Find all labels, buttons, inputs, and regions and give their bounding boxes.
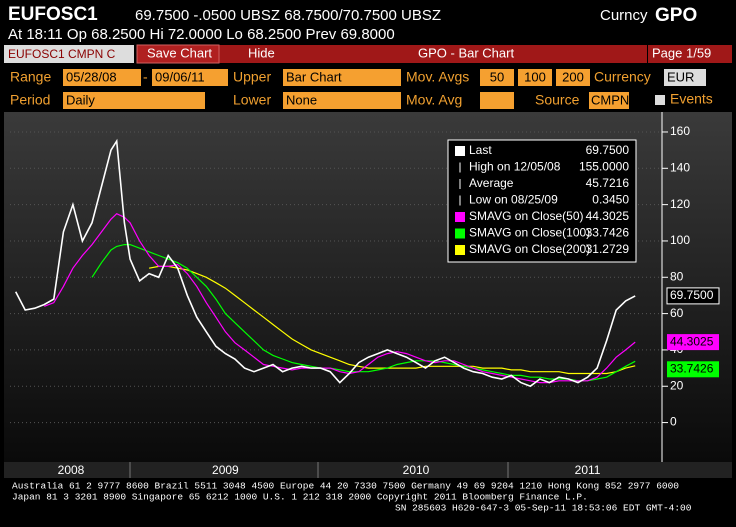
value-tag-text: 69.7500 xyxy=(670,288,714,302)
footer: SN 285603 H620-647-3 05-Sep-11 18:53:06 … xyxy=(395,503,692,514)
label: Range xyxy=(10,69,51,85)
field[interactable] xyxy=(152,69,228,86)
y-tick-label: 20 xyxy=(670,378,684,392)
field-text[interactable]: None xyxy=(286,92,317,107)
label: Lower xyxy=(233,92,271,108)
footer: Japan 81 3 3201 8900 Singapore 65 6212 1… xyxy=(12,492,588,503)
quote-line: At 18:11 Op 68.2500 Hi 72.0000 Lo 68.250… xyxy=(8,26,395,43)
y-tick-label: 160 xyxy=(670,124,690,138)
value-tag-text: 33.7426 xyxy=(670,361,714,375)
series-line xyxy=(14,138,636,388)
legend-swatch xyxy=(455,212,465,222)
y-tick-label: 120 xyxy=(670,197,690,211)
save-text[interactable]: Save Chart xyxy=(147,45,212,60)
field-text[interactable]: 05/28/08 xyxy=(66,69,117,84)
x-tick-label: 2010 xyxy=(403,463,430,477)
field[interactable] xyxy=(63,69,141,86)
field[interactable] xyxy=(480,69,514,86)
dropdown[interactable] xyxy=(283,92,401,109)
label: Upper xyxy=(233,69,271,85)
value-tag xyxy=(666,287,720,305)
legend-label: High on 12/05/08 xyxy=(469,160,561,174)
legend-label: SMAVG on Close(50) xyxy=(469,209,584,223)
y-tick-label: 0 xyxy=(670,415,677,429)
market: Curncy xyxy=(600,7,648,24)
field-text[interactable]: Bar Chart xyxy=(286,69,342,84)
y-tick-label: 100 xyxy=(670,233,690,247)
field[interactable] xyxy=(518,69,552,86)
page-box xyxy=(648,45,732,63)
field-text[interactable]: 50 xyxy=(490,69,504,84)
label: - xyxy=(143,69,148,85)
x-tick-label: 2011 xyxy=(575,463,601,477)
legend-label: Low on 08/25/09 xyxy=(469,193,558,207)
legend-label: SMAVG on Close(200) xyxy=(469,242,590,256)
label[interactable]: Events xyxy=(670,91,713,107)
legend-swatch xyxy=(455,228,465,239)
field-text[interactable]: 200 xyxy=(562,69,584,84)
security-box xyxy=(4,45,134,63)
controls: Range 05/28/08 - 09/06/11 Upper Bar Char… xyxy=(10,69,713,109)
x-axis-band xyxy=(4,462,732,478)
checkbox[interactable] xyxy=(655,95,665,105)
legend-label: Last xyxy=(469,143,492,157)
label: Mov. Avgs xyxy=(406,69,469,85)
field-text[interactable]: EUR xyxy=(667,69,694,84)
y-tick-label: 140 xyxy=(670,160,690,174)
value-tag-text: 44.3025 xyxy=(670,334,714,348)
hide-button[interactable]: Hide xyxy=(248,45,275,60)
field-text[interactable]: Daily xyxy=(66,92,95,107)
legend-box xyxy=(447,139,637,263)
page: Page 1/59 xyxy=(652,45,711,60)
x-tick-label: 2008 xyxy=(58,463,85,477)
label: Currency xyxy=(594,69,651,85)
label: Source xyxy=(535,92,580,108)
legend-swatch xyxy=(455,146,465,156)
series-line xyxy=(148,265,636,375)
value-tag xyxy=(667,334,719,351)
legend-value: 44.3025 xyxy=(586,209,630,223)
legend-swatch xyxy=(455,245,465,255)
dropdown[interactable] xyxy=(589,92,629,109)
dropdown[interactable] xyxy=(63,92,205,109)
ticker: EUFOSC1 xyxy=(8,4,98,25)
y-tick-label: 80 xyxy=(670,269,684,283)
field-text[interactable]: CMPN xyxy=(591,92,629,107)
label: Mov. Avg xyxy=(406,92,462,108)
dropdown[interactable] xyxy=(664,69,706,86)
legend-label: SMAVG on Close(100) xyxy=(469,226,590,240)
legend-value: 69.7500 xyxy=(586,143,630,157)
field-text[interactable]: 09/06/11 xyxy=(155,69,205,84)
label: Period xyxy=(10,92,50,108)
legend-value: 155.0000 xyxy=(579,160,629,174)
x-tick-label: 2009 xyxy=(212,463,239,477)
toolbar-bar xyxy=(137,45,647,63)
field-text[interactable]: 100 xyxy=(524,69,546,84)
quote: 69.7500 -.0500 UBSZ 68.7500/70.7500 UBSZ xyxy=(135,7,441,24)
legend-value: 0.3450 xyxy=(592,193,629,207)
chart: 020406080100120140160200820092010201169.… xyxy=(10,124,720,477)
legend: Last 69.7500 High on 12/05/08 155.0000 Avera… xyxy=(447,139,637,263)
dropdown[interactable] xyxy=(283,69,401,86)
y-tick-label: 60 xyxy=(670,306,684,320)
value-tag xyxy=(667,361,719,378)
save-button[interactable] xyxy=(136,44,220,64)
legend-value: 45.7216 xyxy=(586,176,630,190)
legend-label: Average xyxy=(469,176,514,190)
toolbar-title: GPO - Bar Chart xyxy=(418,45,514,60)
legend-value: 31.2729 xyxy=(586,242,630,256)
field[interactable] xyxy=(480,92,514,109)
field[interactable] xyxy=(556,69,590,86)
security: EUFOSC1 CMPN C xyxy=(8,47,116,61)
function: GPO xyxy=(655,5,697,26)
footer: Australia 61 2 9777 8600 Brazil 5511 304… xyxy=(12,481,679,492)
legend-value: 33.7426 xyxy=(586,226,630,240)
